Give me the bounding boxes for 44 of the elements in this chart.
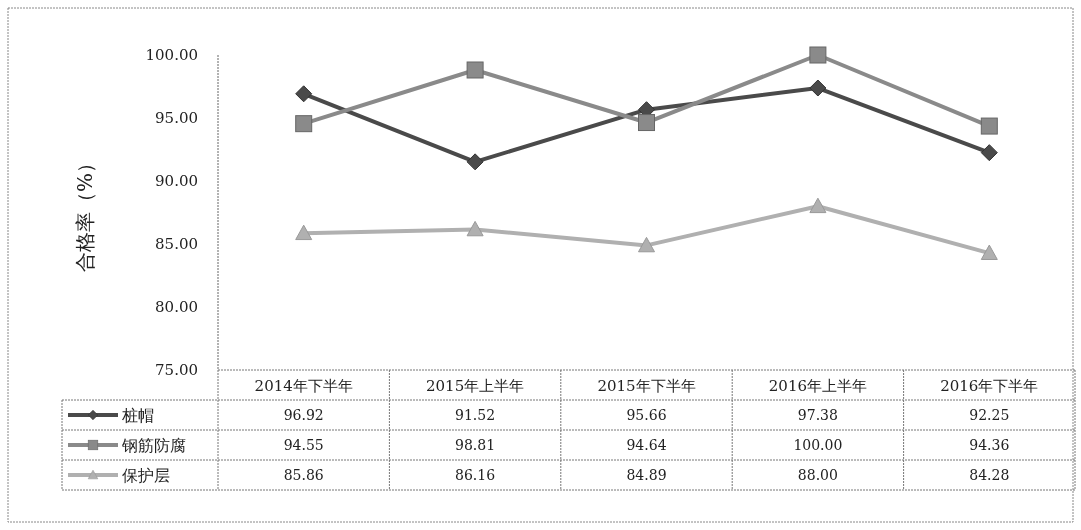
y-tick-label: 90.00: [155, 172, 198, 190]
point: [980, 144, 998, 162]
x-tick-label: 2015年上半年: [426, 377, 525, 395]
data-label: 94.64: [626, 437, 667, 453]
point: [295, 85, 313, 103]
legend-label: 钢筋防腐: [121, 436, 186, 455]
point: [809, 197, 827, 214]
point: [295, 115, 313, 133]
x-tick-label: 2015年下半年: [597, 377, 696, 395]
y-tick-label: 100.00: [145, 46, 198, 64]
point: [638, 236, 655, 253]
legend-label: 桩帽: [121, 406, 154, 425]
data-label: 95.66: [626, 407, 667, 423]
x-tick-label: 2016年下半年: [940, 377, 1039, 395]
point: [980, 117, 998, 135]
point: [980, 244, 998, 260]
point: [466, 153, 484, 171]
data-label: 94.55: [283, 437, 324, 453]
y-tick-label: 75.00: [155, 361, 198, 379]
data-label: 100.00: [793, 437, 843, 453]
data-label: 92.25: [969, 407, 1010, 423]
point: [809, 79, 827, 97]
y-tick-label: 85.00: [155, 235, 198, 253]
x-tick-label: 2014年下半年: [254, 377, 353, 395]
point: [809, 46, 827, 64]
point: [466, 61, 484, 79]
data-label: 86.16: [455, 467, 496, 483]
data-label: 84.28: [969, 467, 1010, 483]
x-tick-label: 2016年上半年: [768, 377, 867, 395]
point: [638, 114, 655, 132]
data-label: 84.89: [626, 467, 667, 483]
data-label: 85.86: [283, 467, 324, 483]
y-tick-label: 80.00: [155, 298, 198, 316]
point: [466, 220, 484, 237]
y-tick-label: 95.00: [155, 109, 198, 127]
data-label: 88.00: [797, 467, 838, 483]
data-label: 94.36: [969, 437, 1010, 453]
point: [295, 224, 313, 241]
data-label: 96.92: [283, 407, 324, 423]
data-label: 91.52: [455, 407, 496, 423]
y-axis-title: 合格率（%）: [73, 152, 97, 273]
data-label: 97.38: [797, 407, 838, 423]
data-label: 98.81: [455, 437, 496, 453]
legend-label: 保护层: [122, 466, 170, 485]
